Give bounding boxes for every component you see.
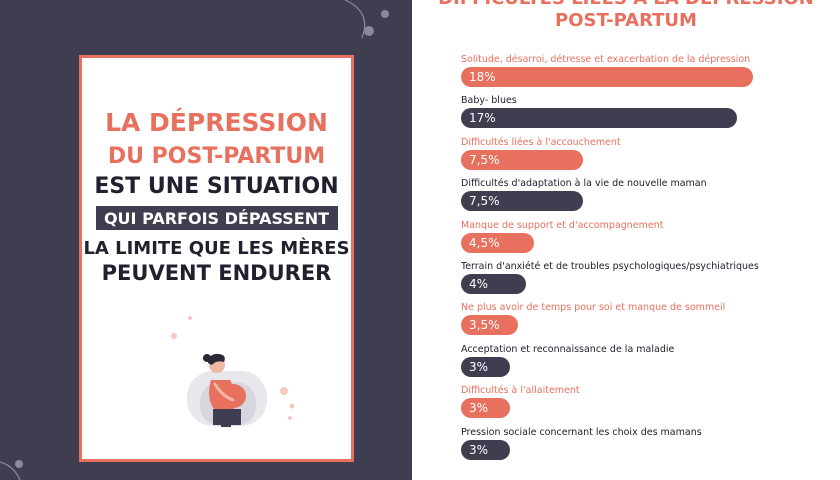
category-label: Acceptation et reconnaissance de la mala…	[461, 343, 675, 355]
bar: 7,5%	[461, 191, 583, 212]
left-panel: LA DÉPRESSION DU POST-PARTUM EST UNE SIT…	[0, 0, 412, 480]
bar-value-label: 3%	[469, 359, 489, 374]
poster-line-3: EST UNE SITUATION	[94, 174, 339, 199]
poster-line-5: LA LIMITE QUE LES MÈRES	[83, 238, 350, 259]
bar: 3%	[461, 398, 510, 419]
chart-panel: DIFFICULTÉS LIÉES À LA DÉPRESSION POST-P…	[412, 0, 840, 480]
category-label: Solitude, désarroi, détresse et exacerba…	[461, 54, 751, 65]
bar: 7,5%	[461, 149, 583, 170]
category-label: Baby- blues	[461, 95, 517, 107]
poster-card: LA DÉPRESSION DU POST-PARTUM EST UNE SIT…	[79, 55, 354, 462]
bar: 3%	[461, 356, 510, 377]
category-label: Difficultés d'adaptation à la vie de nou…	[461, 178, 707, 190]
bar: 4,5%	[461, 232, 534, 253]
category-label: Manque de support et d'accompagnement	[461, 219, 664, 231]
bar-value-label: 3%	[469, 442, 489, 457]
bar-value-label: 17%	[469, 111, 496, 126]
chart-title-line-1: DIFFICULTÉS LIÉES À LA DÉPRESSION	[412, 0, 840, 9]
bar: 3,5%	[461, 315, 518, 336]
bar-value-label: 4,5%	[469, 235, 500, 250]
bar: 3%	[461, 439, 510, 460]
poster-line-1: LA DÉPRESSION	[105, 108, 328, 137]
decorative-vine-icon	[0, 0, 389, 480]
pregnant-woman-illustration-icon	[171, 316, 295, 427]
category-label: Terrain d'anxiété et de troubles psychol…	[461, 261, 759, 272]
bar-value-label: 7,5%	[469, 152, 500, 167]
poster-line-6: PEUVENT ENDURER	[101, 261, 332, 285]
bar: 18%	[461, 67, 753, 87]
bar-value-label: 4%	[469, 277, 489, 291]
bar-value-label: 3,5%	[469, 318, 500, 333]
category-label: Pression sociale concernant les choix de…	[461, 426, 702, 438]
poster-line-2: DU POST-PARTUM	[107, 144, 326, 169]
category-label: Ne plus avoir de temps pour soi et manqu…	[461, 302, 726, 314]
chart-title-line-2: POST-PARTUM	[555, 10, 697, 31]
poster-line-4: QUI PARFOIS DÉPASSENT	[103, 209, 330, 228]
category-label: Difficultés à l'allaitement	[461, 385, 580, 397]
bar: 4%	[461, 274, 526, 294]
category-label: Difficultés liées à l'accouchement	[461, 136, 621, 148]
bar-value-label: 18%	[469, 70, 496, 84]
bar: 17%	[461, 108, 737, 129]
poster-highlight-band	[96, 206, 338, 230]
bar-value-label: 7,5%	[469, 194, 500, 209]
bar-value-label: 3%	[469, 401, 489, 416]
